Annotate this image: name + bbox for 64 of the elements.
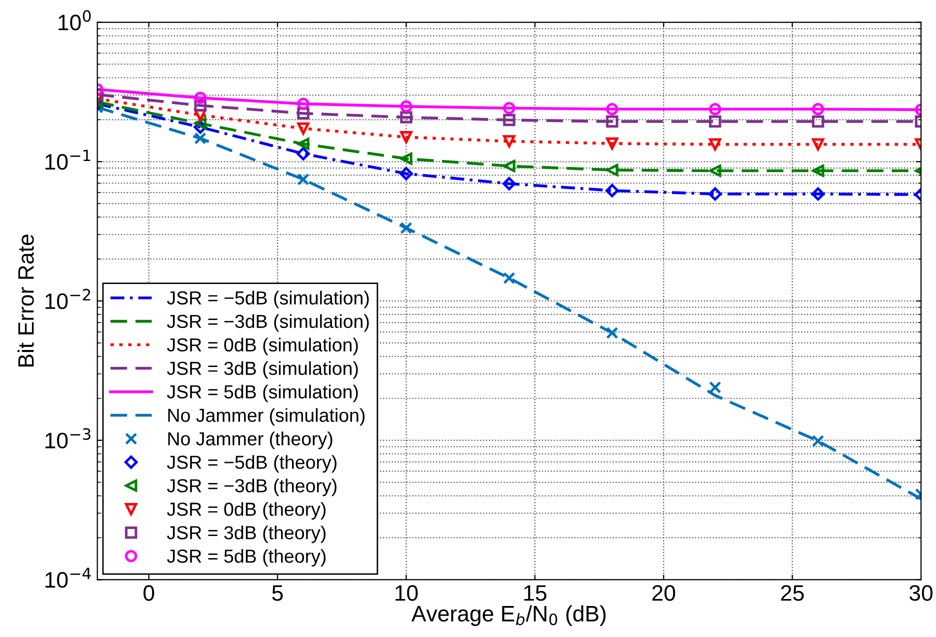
- point: [812, 434, 824, 448]
- point: [708, 381, 722, 394]
- point: [400, 111, 412, 124]
- y-tick-label: 10$^{−3}$: [46, 428, 90, 448]
- y-axis-title: Bit Error Rate: [18, 234, 34, 366]
- point: [503, 160, 516, 172]
- y-tick-label: 10$^{0}$: [58, 10, 91, 30]
- point: [400, 100, 412, 113]
- point: [812, 103, 824, 116]
- point: [606, 164, 618, 176]
- point: [605, 184, 619, 198]
- point: [194, 117, 206, 130]
- point: [194, 132, 206, 144]
- legend-label: JSR = −5dB (theory): [167, 455, 336, 473]
- point: [297, 98, 310, 110]
- point: [400, 166, 413, 180]
- legend-label: JSR = −3dB (theory): [167, 478, 336, 496]
- point: [297, 122, 310, 135]
- x-tick-label: 20: [652, 585, 676, 601]
- x-tick-label: 10: [396, 585, 418, 601]
- legend-label: JSR = −3dB (simulation): [167, 314, 369, 332]
- legend-label: JSR = −5dB (simulation): [167, 290, 369, 308]
- legend-label: JSR = 0dB (theory): [167, 502, 326, 520]
- x-tick-label: 25: [781, 585, 804, 601]
- point: [606, 137, 618, 150]
- legend-label: No Jammer (theory): [168, 432, 332, 450]
- point: [503, 135, 516, 148]
- point: [502, 177, 516, 190]
- y-tick-label: 10$^{−2}$: [46, 288, 90, 310]
- point: [400, 130, 412, 144]
- x-tick-label: 0: [144, 585, 154, 601]
- point: [812, 115, 824, 128]
- point: [606, 326, 618, 340]
- legend-label: JSR = 3dB (simulation): [167, 361, 358, 379]
- point: [400, 152, 412, 165]
- legend-label: No Jammer (simulation): [168, 408, 365, 426]
- x-tick-label: 15: [524, 585, 546, 601]
- point: [503, 114, 516, 126]
- x-tick-label: 30: [910, 585, 933, 601]
- y-tick-label: 10$^{−1}$: [46, 150, 90, 170]
- y-tick-label: 10$^{−4}$: [46, 568, 91, 588]
- point: [812, 164, 824, 177]
- point: [708, 138, 722, 150]
- point: [503, 102, 516, 114]
- point: [606, 103, 618, 116]
- x-axis-title: Average E$_{b}$/N$_{0}$ (dB): [411, 605, 606, 626]
- legend-label: JSR = 5dB (theory): [167, 549, 326, 567]
- legend-label: JSR = 5dB (simulation): [167, 384, 358, 402]
- point: [400, 222, 412, 234]
- legend-label: JSR = 3dB (theory): [167, 526, 326, 544]
- point: [708, 103, 722, 116]
- point: [297, 173, 310, 186]
- point: [708, 164, 722, 177]
- point: [811, 187, 825, 201]
- point: [503, 272, 516, 284]
- point: [708, 115, 722, 128]
- point: [812, 138, 824, 150]
- x-tick-label: 5: [272, 585, 283, 601]
- point: [606, 115, 618, 128]
- point: [297, 138, 310, 150]
- point: [194, 92, 206, 104]
- legend-label: JSR = 0dB (simulation): [167, 338, 358, 356]
- point: [708, 187, 722, 201]
- point: [296, 147, 310, 160]
